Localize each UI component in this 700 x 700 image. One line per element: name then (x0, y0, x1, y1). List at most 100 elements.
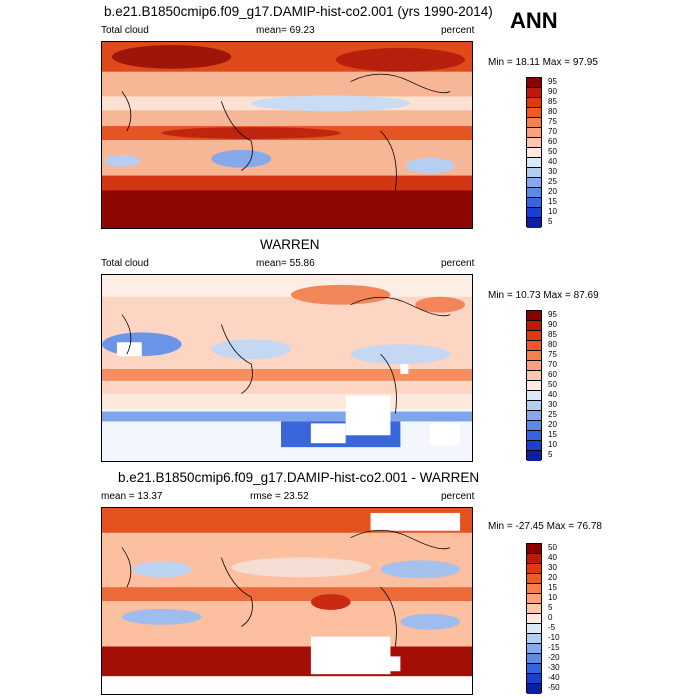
colorbar-tick-label: 50 (548, 543, 557, 552)
colorbar-swatch (527, 341, 541, 351)
colorbar-swatch (527, 218, 541, 228)
colorbar-tick-label: 5 (548, 217, 553, 226)
colorbar-tick-label: 20 (548, 187, 557, 196)
colorbar-tick-label: 0 (548, 613, 553, 622)
colorbar-tick-label: 25 (548, 177, 557, 186)
colorbar-tick-label: -15 (548, 643, 560, 652)
colorbar-tick-label: 75 (548, 350, 557, 359)
colorbar-tick-label: 15 (548, 430, 557, 439)
colorbar-tick-label: 10 (548, 207, 557, 216)
colorbar-swatch (527, 654, 541, 664)
panel3-mean-label: mean = 13.37 (101, 491, 163, 502)
colorbar-swatch (527, 188, 541, 198)
colorbar-tick-label: 30 (548, 400, 557, 409)
panel2-minmax: Min = 10.73 Max = 87.69 (488, 290, 599, 301)
colorbar-swatch (527, 564, 541, 574)
colorbar-tick-label: 5 (548, 603, 553, 612)
colorbar-tick-label: 50 (548, 380, 557, 389)
colorbar-swatch (527, 401, 541, 411)
colorbar-tick-label: 75 (548, 117, 557, 126)
colorbar-swatch (527, 624, 541, 634)
colorbar-swatch (527, 674, 541, 684)
colorbar-tick-label: 40 (548, 157, 557, 166)
panel1-units-label: percent (441, 25, 475, 36)
colorbar-tick-label: -5 (548, 623, 556, 632)
colorbar-tick-label: 15 (548, 583, 557, 592)
panel2-title: WARREN (260, 237, 320, 252)
colorbar-swatch (527, 684, 541, 694)
panel1-minmax: Min = 18.11 Max = 97.95 (488, 57, 598, 68)
season-label: ANN (510, 8, 558, 33)
panel2-units-label: percent (441, 258, 475, 269)
panel1-colorbar (526, 77, 542, 228)
panel1-variable-label: Total cloud (101, 25, 149, 36)
colorbar-swatch (527, 178, 541, 188)
colorbar-tick-label: 60 (548, 370, 557, 379)
colorbar-swatch (527, 644, 541, 654)
panel3-map (101, 507, 473, 695)
colorbar-swatch (527, 614, 541, 624)
colorbar-swatch (527, 584, 541, 594)
colorbar-swatch (527, 544, 541, 554)
colorbar-swatch (527, 391, 541, 401)
panel1-mean-label: mean= 69.23 (256, 25, 315, 36)
colorbar-swatch (527, 311, 541, 321)
colorbar-swatch (527, 321, 541, 331)
colorbar-tick-label: 70 (548, 127, 557, 136)
colorbar-swatch (527, 128, 541, 138)
colorbar-tick-label: 80 (548, 107, 557, 116)
colorbar-tick-label: 90 (548, 320, 557, 329)
colorbar-tick-label: 90 (548, 87, 557, 96)
colorbar-tick-label: 40 (548, 553, 557, 562)
colorbar-tick-label: -50 (548, 683, 560, 692)
panel3-minmax: Min = -27.45 Max = 76.78 (488, 521, 602, 532)
panel2-variable-label: Total cloud (101, 258, 149, 269)
colorbar-swatch (527, 594, 541, 604)
colorbar-swatch (527, 331, 541, 341)
colorbar-tick-label: 10 (548, 593, 557, 602)
colorbar-tick-label: 25 (548, 410, 557, 419)
colorbar-swatch (527, 361, 541, 371)
colorbar-swatch (527, 664, 541, 674)
colorbar-swatch (527, 381, 541, 391)
colorbar-tick-label: 95 (548, 310, 557, 319)
colorbar-swatch (527, 158, 541, 168)
colorbar-tick-label: 85 (548, 330, 557, 339)
panel3-title: b.e21.B1850cmip6.f09_g17.DAMIP-hist-co2.… (118, 470, 480, 485)
colorbar-swatch (527, 98, 541, 108)
colorbar-swatch (527, 118, 541, 128)
colorbar-tick-label: -20 (548, 653, 560, 662)
colorbar-tick-label: 20 (548, 420, 557, 429)
panel3-units-label: percent (441, 491, 475, 502)
colorbar-tick-label: -40 (548, 673, 560, 682)
colorbar-tick-label: 95 (548, 77, 557, 86)
panel1-title: b.e21.B1850cmip6.f09_g17.DAMIP-hist-co2.… (104, 4, 493, 19)
colorbar-swatch (527, 451, 541, 461)
colorbar-tick-label: 30 (548, 167, 557, 176)
colorbar-swatch (527, 351, 541, 361)
colorbar-swatch (527, 208, 541, 218)
colorbar-swatch (527, 421, 541, 431)
colorbar-swatch (527, 431, 541, 441)
colorbar-tick-label: -10 (548, 633, 560, 642)
colorbar-swatch (527, 604, 541, 614)
colorbar-swatch (527, 411, 541, 421)
colorbar-swatch (527, 634, 541, 644)
panel2-map (101, 274, 473, 462)
colorbar-tick-label: 30 (548, 563, 557, 572)
colorbar-tick-label: 5 (548, 450, 553, 459)
colorbar-swatch (527, 441, 541, 451)
panel3-colorbar (526, 543, 542, 694)
colorbar-swatch (527, 88, 541, 98)
colorbar-tick-label: 85 (548, 97, 557, 106)
colorbar-swatch (527, 148, 541, 158)
colorbar-swatch (527, 138, 541, 148)
colorbar-swatch (527, 78, 541, 88)
colorbar-tick-label: 70 (548, 360, 557, 369)
colorbar-swatch (527, 168, 541, 178)
colorbar-tick-label: 60 (548, 137, 557, 146)
colorbar-tick-label: 15 (548, 197, 557, 206)
colorbar-tick-label: 20 (548, 573, 557, 582)
panel2-colorbar (526, 310, 542, 461)
colorbar-tick-label: 50 (548, 147, 557, 156)
